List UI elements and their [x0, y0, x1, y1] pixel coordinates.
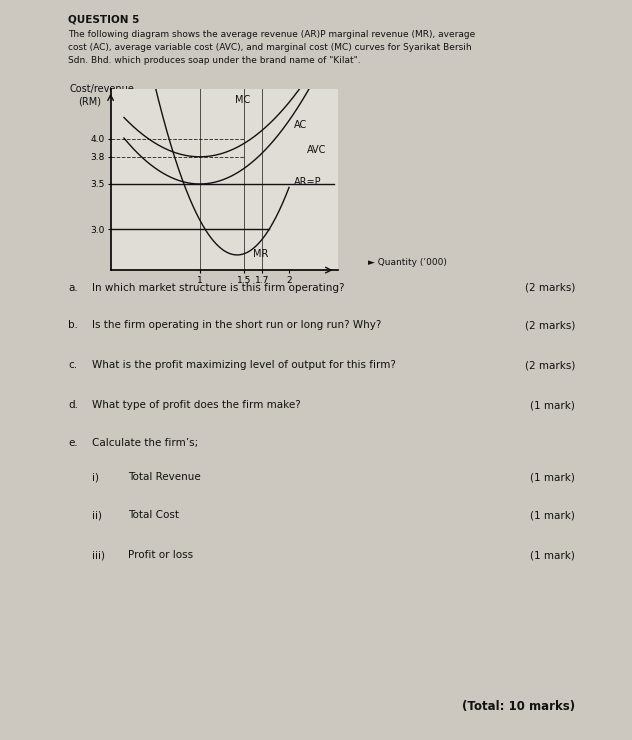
Text: What type of profit does the firm make?: What type of profit does the firm make? [92, 400, 301, 410]
Text: QUESTION 5: QUESTION 5 [68, 14, 140, 24]
Text: (Total: 10 marks): (Total: 10 marks) [462, 700, 575, 713]
Text: In which market structure is this firm operating?: In which market structure is this firm o… [92, 283, 344, 293]
Text: MC: MC [235, 95, 250, 105]
Text: (1 mark): (1 mark) [530, 510, 575, 520]
Text: AR=P: AR=P [293, 177, 321, 187]
Text: AC: AC [293, 120, 307, 130]
Text: (2 marks): (2 marks) [525, 320, 575, 330]
Text: d.: d. [68, 400, 78, 410]
Text: (1 mark): (1 mark) [530, 400, 575, 410]
Text: (1 mark): (1 mark) [530, 550, 575, 560]
Text: The following diagram shows the average revenue (AR)P marginal revenue (MR), ave: The following diagram shows the average … [68, 30, 475, 39]
Text: Cost/revenue: Cost/revenue [70, 84, 135, 94]
Text: Calculate the firm’s;: Calculate the firm’s; [92, 438, 198, 448]
Text: Is the firm operating in the short run or long run? Why?: Is the firm operating in the short run o… [92, 320, 381, 330]
Text: AVC: AVC [307, 144, 326, 155]
Text: (RM): (RM) [78, 96, 101, 106]
Text: b.: b. [68, 320, 78, 330]
Text: ► Quantity (’000): ► Quantity (’000) [368, 258, 447, 267]
Text: e.: e. [68, 438, 78, 448]
Text: cost (AC), average variable cost (AVC), and marginal cost (MC) curves for Syarik: cost (AC), average variable cost (AVC), … [68, 43, 471, 52]
Text: a.: a. [68, 283, 78, 293]
Text: Total Revenue: Total Revenue [128, 472, 201, 482]
Text: MR: MR [253, 249, 269, 259]
Text: c.: c. [68, 360, 77, 370]
Text: iii): iii) [92, 550, 105, 560]
Text: (2 marks): (2 marks) [525, 283, 575, 293]
Text: (2 marks): (2 marks) [525, 360, 575, 370]
Text: Profit or loss: Profit or loss [128, 550, 193, 560]
Text: What is the profit maximizing level of output for this firm?: What is the profit maximizing level of o… [92, 360, 396, 370]
Text: (1 mark): (1 mark) [530, 472, 575, 482]
Text: Sdn. Bhd. which produces soap under the brand name of "Kilat".: Sdn. Bhd. which produces soap under the … [68, 56, 361, 65]
Text: i): i) [92, 472, 99, 482]
Text: Total Cost: Total Cost [128, 510, 179, 520]
Text: ii): ii) [92, 510, 102, 520]
